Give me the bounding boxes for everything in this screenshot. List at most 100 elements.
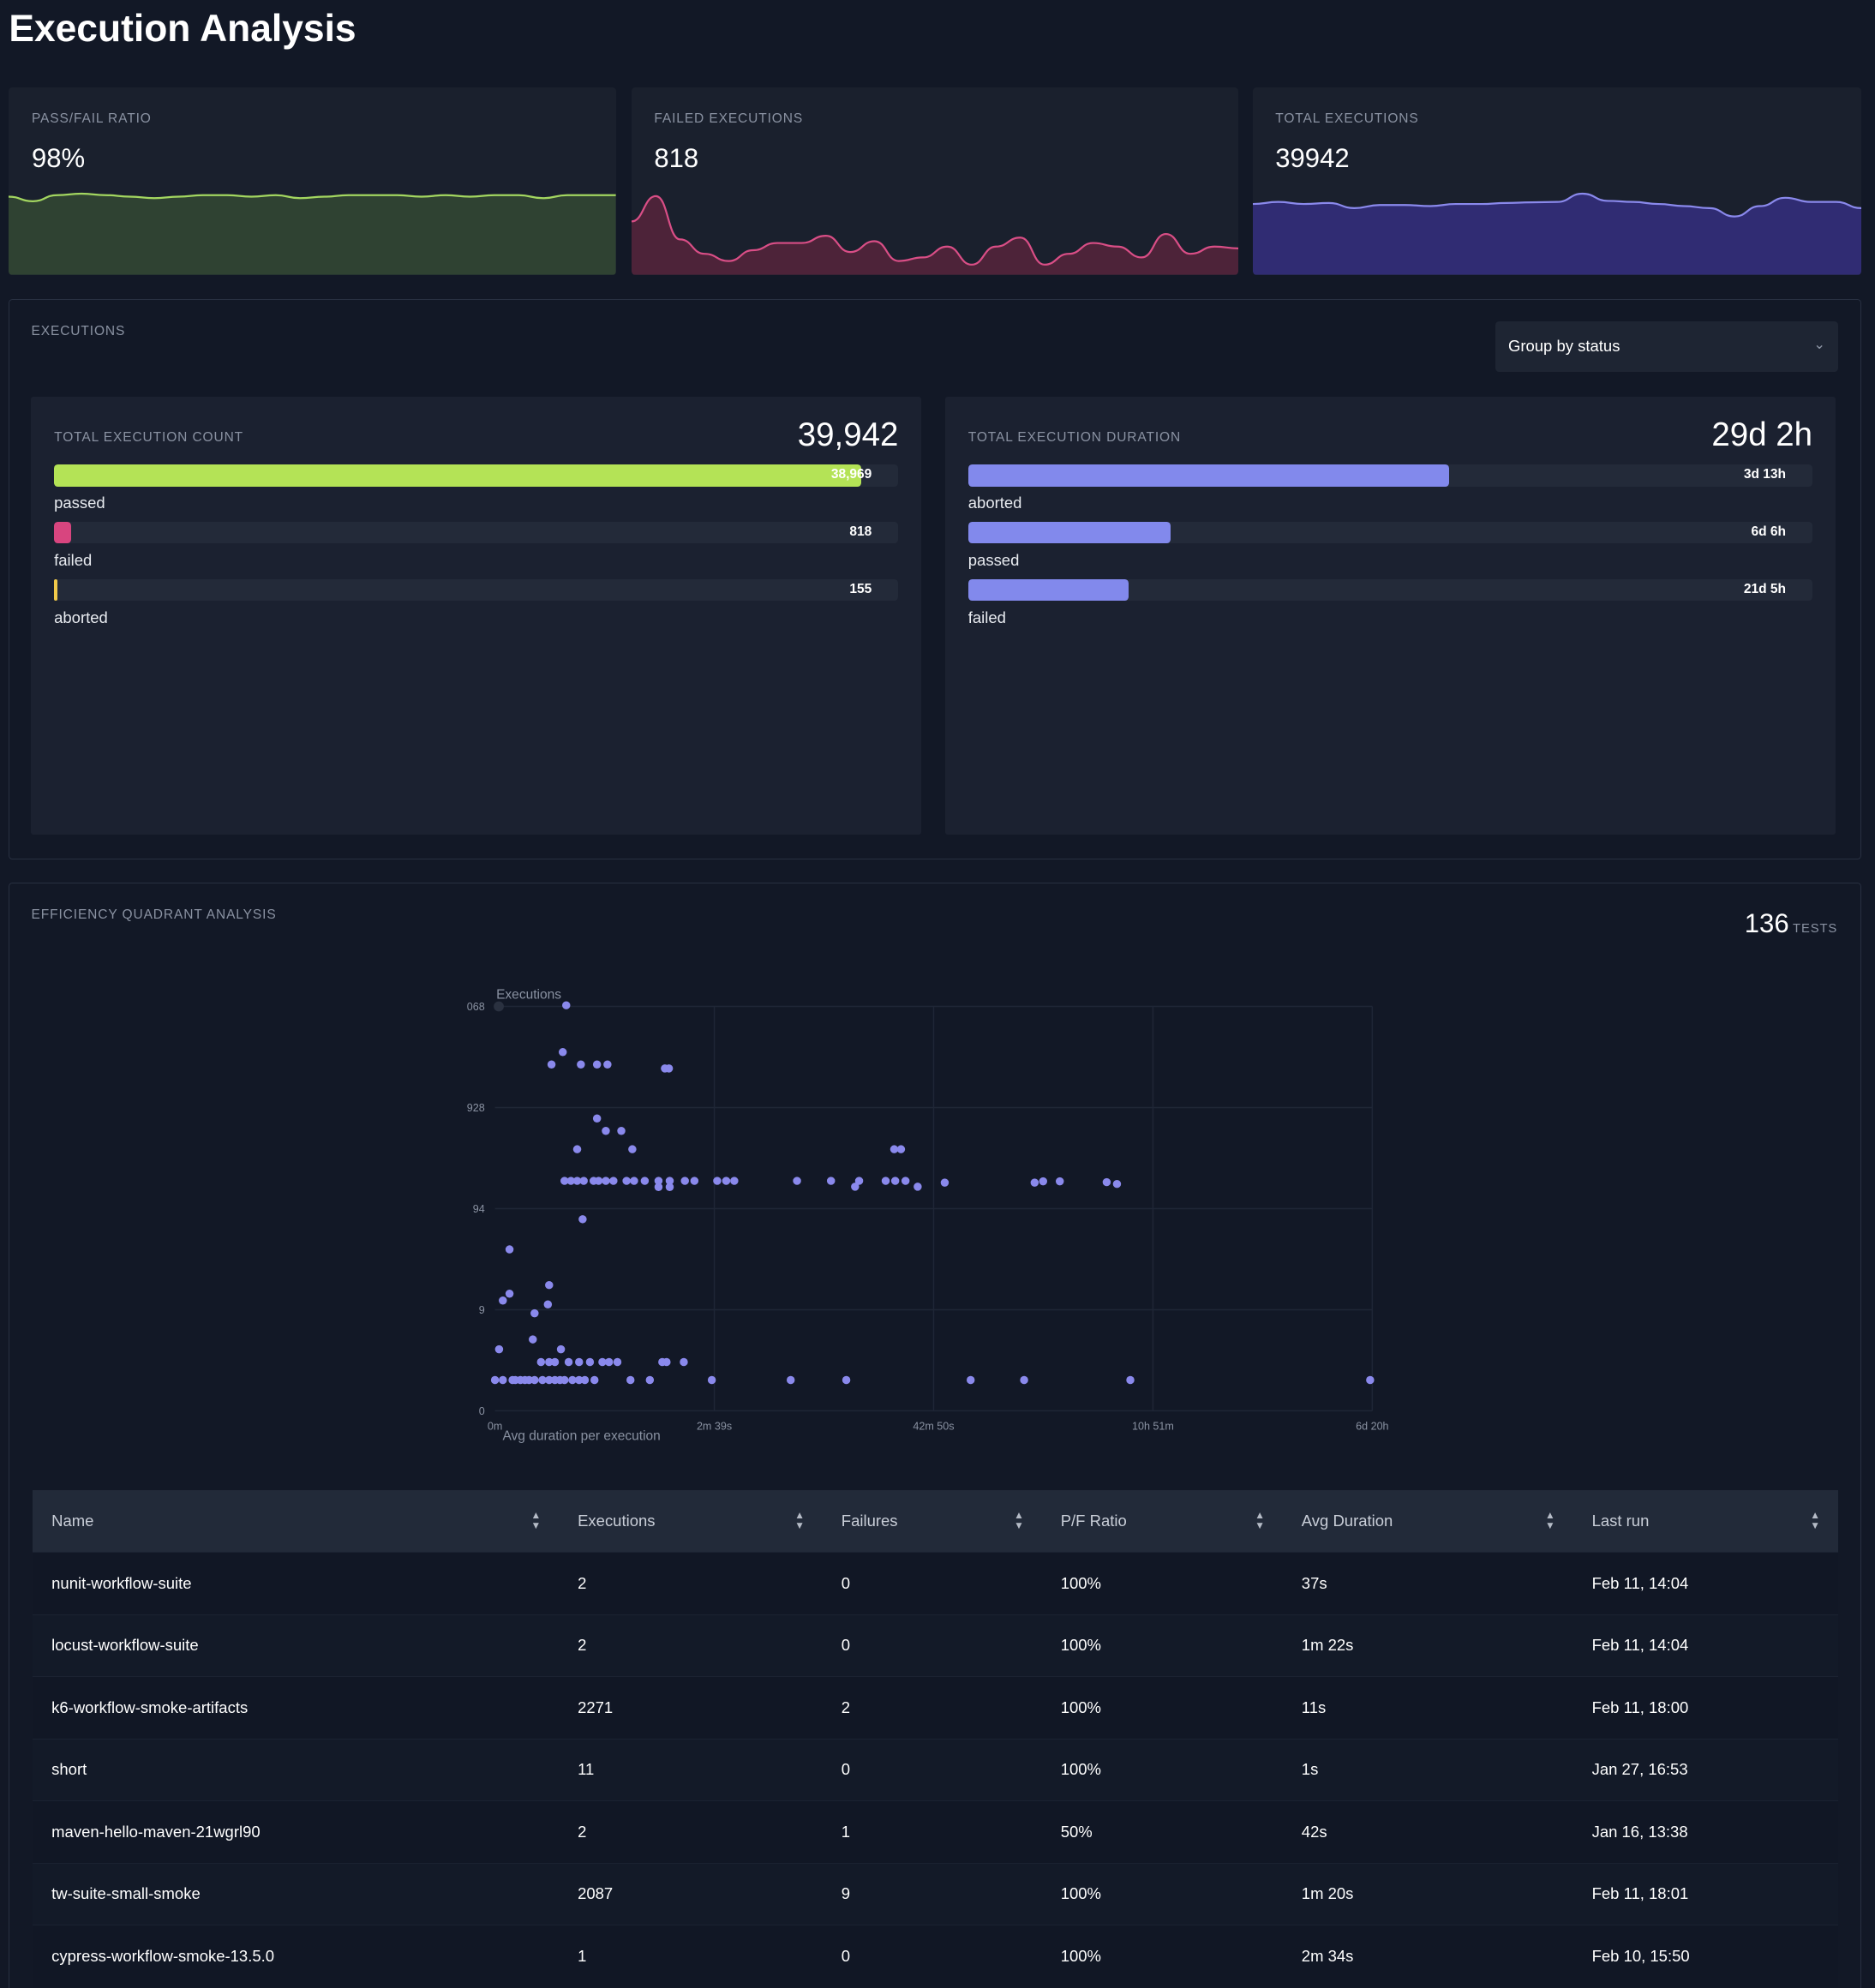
scatter-point[interactable] bbox=[1113, 1179, 1122, 1189]
scatter-point[interactable] bbox=[581, 1375, 590, 1384]
scatter-point[interactable] bbox=[1039, 1177, 1048, 1186]
sort-icon[interactable]: ▲ ▼ bbox=[794, 1508, 805, 1531]
scatter-point[interactable] bbox=[891, 1176, 900, 1185]
column-header-name[interactable]: Name ▲ ▼ bbox=[32, 1490, 559, 1553]
scatter-point[interactable] bbox=[1056, 1177, 1064, 1186]
scatter-point[interactable] bbox=[842, 1375, 851, 1384]
scatter-point[interactable] bbox=[617, 1126, 626, 1135]
column-header-avg-duration[interactable]: Avg Duration ▲ ▼ bbox=[1282, 1490, 1573, 1553]
scatter-point[interactable] bbox=[578, 1214, 587, 1224]
table-row[interactable]: short 11 0 100% 1s Jan 27, 16:53 bbox=[32, 1738, 1838, 1801]
sort-icon[interactable]: ▲ ▼ bbox=[1544, 1508, 1555, 1531]
scatter-point[interactable] bbox=[598, 1357, 607, 1366]
scatter-point[interactable] bbox=[602, 1176, 611, 1185]
scatter-point[interactable] bbox=[603, 1060, 612, 1069]
scatter-point[interactable] bbox=[787, 1375, 795, 1384]
scatter-point[interactable] bbox=[579, 1176, 589, 1185]
scatter-point[interactable] bbox=[506, 1244, 514, 1254]
scatter-point[interactable] bbox=[897, 1145, 906, 1153]
scatter-point[interactable] bbox=[562, 1001, 571, 1009]
scatter-point[interactable] bbox=[573, 1176, 582, 1185]
column-header-failures[interactable]: Failures ▲ ▼ bbox=[822, 1490, 1042, 1553]
scatter-point[interactable] bbox=[566, 1176, 576, 1185]
scatter-point[interactable] bbox=[565, 1357, 573, 1366]
column-header-last-run[interactable]: Last run ▲ ▼ bbox=[1572, 1490, 1838, 1553]
scatter-point[interactable] bbox=[713, 1176, 722, 1185]
scatter-point[interactable] bbox=[1103, 1177, 1111, 1186]
table-row[interactable]: k6-workflow-smoke-artifacts 2271 2 100% 11s F… bbox=[32, 1676, 1838, 1740]
table-row[interactable]: maven-hello-maven-21wgrl90 2 1 50% 42s Jan 16… bbox=[32, 1800, 1838, 1864]
scatter-point[interactable] bbox=[666, 1176, 674, 1185]
sort-icon[interactable]: ▲ ▼ bbox=[1810, 1508, 1820, 1531]
scatter-point[interactable] bbox=[559, 1047, 567, 1057]
scatter-point[interactable] bbox=[499, 1296, 507, 1305]
table-row[interactable]: nunit-workflow-suite 2 0 100% 37s Feb 11, 14:… bbox=[32, 1552, 1838, 1615]
scatter-point[interactable] bbox=[593, 1060, 602, 1069]
column-header-p-f-ratio[interactable]: P/F Ratio ▲ ▼ bbox=[1041, 1490, 1283, 1553]
scatter-point[interactable] bbox=[602, 1126, 611, 1135]
sort-icon[interactable]: ▲ ▼ bbox=[1014, 1508, 1024, 1531]
scatter-point[interactable] bbox=[548, 1060, 556, 1069]
scatter-point[interactable] bbox=[499, 1375, 507, 1384]
scatter-point[interactable] bbox=[529, 1335, 537, 1344]
scatter-point[interactable] bbox=[666, 1183, 674, 1191]
sort-icon[interactable]: ▲ ▼ bbox=[530, 1508, 542, 1531]
scatter-point[interactable] bbox=[967, 1375, 975, 1384]
scatter-point[interactable] bbox=[690, 1176, 699, 1185]
scatter-point[interactable] bbox=[614, 1357, 622, 1366]
scatter-point[interactable] bbox=[605, 1357, 614, 1366]
scatter-point[interactable] bbox=[545, 1357, 554, 1366]
scatter-point[interactable] bbox=[568, 1375, 578, 1384]
scatter-point[interactable] bbox=[662, 1357, 671, 1366]
scatter-point[interactable] bbox=[1126, 1375, 1135, 1384]
scatter-point[interactable] bbox=[575, 1357, 584, 1366]
scatter-point[interactable] bbox=[626, 1375, 635, 1384]
scatter-point[interactable] bbox=[495, 1344, 504, 1354]
scatter-point[interactable] bbox=[609, 1176, 618, 1185]
scatter-point[interactable] bbox=[560, 1176, 569, 1185]
scatter-point[interactable] bbox=[530, 1375, 539, 1384]
column-header-executions[interactable]: Executions ▲ ▼ bbox=[558, 1490, 823, 1553]
scatter-point[interactable] bbox=[665, 1063, 674, 1073]
scatter-point[interactable] bbox=[595, 1176, 603, 1185]
scatter-point[interactable] bbox=[575, 1375, 584, 1384]
scatter-point[interactable] bbox=[1020, 1375, 1029, 1384]
scatter-point[interactable] bbox=[538, 1375, 548, 1384]
scatter-point[interactable] bbox=[882, 1176, 890, 1185]
scatter-point[interactable] bbox=[1366, 1375, 1375, 1384]
scatter-point[interactable] bbox=[645, 1375, 655, 1384]
scatter-point[interactable] bbox=[543, 1300, 553, 1308]
scatter-point[interactable] bbox=[655, 1183, 663, 1191]
scatter-point[interactable] bbox=[827, 1176, 836, 1185]
scatter-point[interactable] bbox=[586, 1357, 595, 1366]
table-row[interactable]: locust-workflow-suite 2 0 100% 1m 22s Feb 11,… bbox=[32, 1614, 1838, 1677]
scatter-point[interactable] bbox=[545, 1375, 554, 1384]
scatter-point[interactable] bbox=[730, 1176, 739, 1185]
table-row[interactable]: cypress-workflow-smoke-13.5.0 1 0 100% 2m 34… bbox=[32, 1925, 1838, 1988]
scatter-point[interactable] bbox=[640, 1176, 650, 1185]
scatter-point[interactable] bbox=[1030, 1178, 1039, 1187]
scatter-point[interactable] bbox=[902, 1176, 910, 1185]
scatter-point[interactable] bbox=[530, 1308, 539, 1318]
scatter-point[interactable] bbox=[557, 1344, 566, 1354]
scatter-point[interactable] bbox=[536, 1357, 546, 1366]
scatter-point[interactable] bbox=[573, 1145, 582, 1153]
scatter-point[interactable] bbox=[628, 1145, 637, 1153]
group-by-dropdown[interactable]: Group by status ⌄ bbox=[1495, 321, 1838, 373]
table-row[interactable]: tw-suite-small-smoke 2087 9 100% 1m 20s Feb 1… bbox=[32, 1862, 1838, 1925]
scatter-point[interactable] bbox=[506, 1289, 514, 1298]
scatter-point[interactable] bbox=[890, 1145, 899, 1153]
scatter-point[interactable] bbox=[655, 1176, 663, 1185]
scatter-point[interactable] bbox=[590, 1375, 599, 1384]
scatter-point[interactable] bbox=[914, 1182, 922, 1191]
scatter-point[interactable] bbox=[680, 1357, 689, 1366]
scatter-point[interactable] bbox=[593, 1114, 602, 1123]
scatter-point[interactable] bbox=[560, 1375, 569, 1384]
scatter-point[interactable] bbox=[708, 1375, 716, 1384]
scatter-point[interactable] bbox=[722, 1176, 731, 1185]
scatter-point[interactable] bbox=[622, 1176, 632, 1185]
scatter-point[interactable] bbox=[793, 1176, 802, 1185]
scatter-point[interactable] bbox=[680, 1176, 690, 1185]
scatter-point[interactable] bbox=[551, 1357, 560, 1366]
scatter-point[interactable] bbox=[855, 1176, 864, 1185]
